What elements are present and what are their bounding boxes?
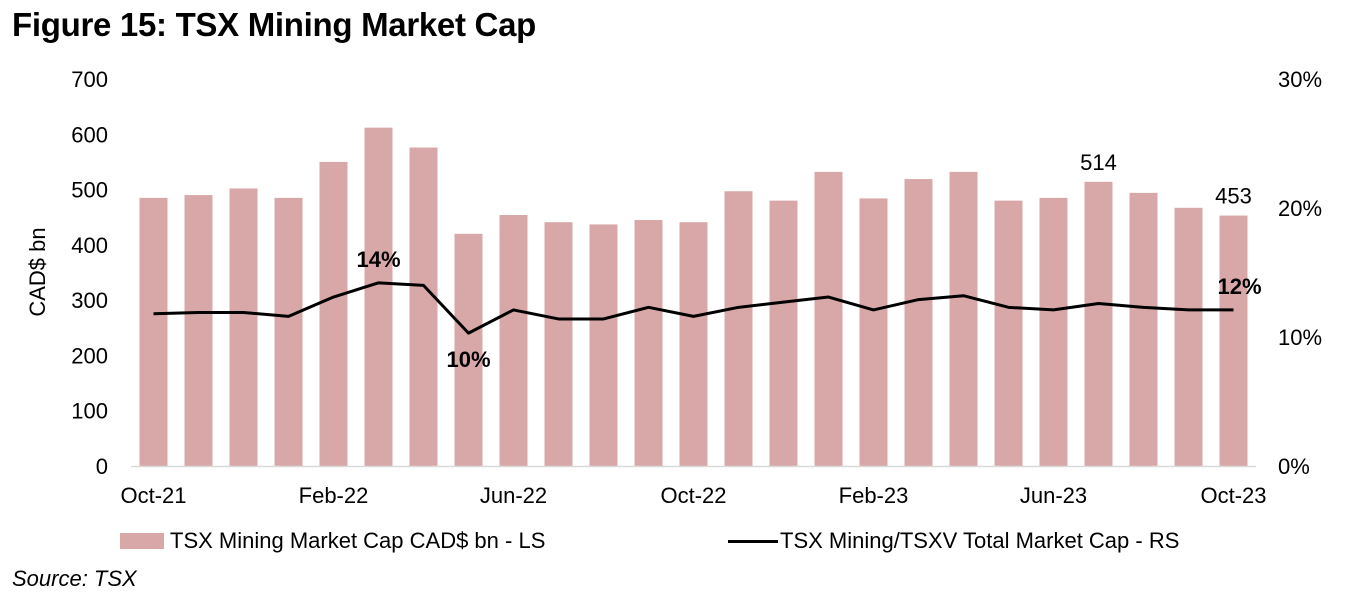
bar-series	[139, 127, 1248, 467]
y2-tick-label: 30%	[1278, 67, 1322, 92]
y-axis-label: CAD$ bn	[25, 227, 50, 316]
data-label: 453	[1215, 184, 1252, 209]
bar-Jul-23	[1084, 181, 1113, 466]
x-tick-label: Oct-21	[120, 483, 186, 508]
y2-tick-label: 10%	[1278, 325, 1322, 350]
y-tick-label: 0	[96, 454, 108, 479]
y-axis-ticks: 0 100 200 300 400 500 600 700	[71, 67, 108, 479]
bar-May-23	[994, 200, 1023, 466]
y2-tick-label: 0%	[1278, 454, 1310, 479]
bar-Oct-22	[679, 222, 708, 466]
x-tick-label: Feb-23	[839, 483, 909, 508]
bar-Oct-23	[1219, 215, 1248, 466]
data-label: 14%	[356, 247, 400, 272]
line-series	[153, 281, 1234, 335]
bar-Jun-22	[499, 215, 528, 466]
y-tick-label: 600	[71, 122, 108, 147]
source-note: Source: TSX	[12, 566, 137, 591]
y-tick-label: 400	[71, 233, 108, 258]
bar-Sep-23	[1174, 207, 1203, 466]
bar-Mar-23	[904, 179, 933, 466]
bar-Nov-22	[724, 191, 753, 467]
legend-item-line: TSX Mining/TSXV Total Market Cap - RS	[728, 528, 1179, 554]
bar-Apr-23	[949, 171, 978, 466]
data-label: 514	[1080, 150, 1117, 175]
y2-axis-ticks: 0% 10% 20% 30%	[1278, 67, 1322, 479]
data-label: 12%	[1217, 274, 1261, 299]
bar-Aug-22	[589, 224, 618, 466]
legend-swatch-bar	[120, 533, 164, 549]
x-tick-label: Jun-22	[480, 483, 547, 508]
x-tick-label: Oct-23	[1200, 483, 1266, 508]
bar-Nov-21	[184, 195, 213, 466]
figure-title: Figure 15: TSX Mining Market Cap	[12, 6, 536, 43]
bar-Dec-22	[769, 200, 798, 466]
bar-Mar-22	[364, 127, 393, 466]
bar-May-22	[454, 233, 483, 466]
y-tick-label: 100	[71, 399, 108, 424]
legend-label-bar: TSX Mining Market Cap CAD$ bn - LS	[170, 528, 546, 553]
x-axis-ticks: Oct-21 Feb-22 Jun-22 Oct-22 Feb-23 Jun-23 Oct-…	[120, 483, 1266, 508]
bar-Oct-21	[139, 197, 168, 466]
x-tick-label: Jun-23	[1020, 483, 1087, 508]
bar-Jul-22	[544, 222, 573, 466]
bar-Sep-22	[634, 219, 663, 466]
data-label: 10%	[446, 347, 490, 372]
y-tick-label: 700	[71, 67, 108, 92]
bar-Feb-23	[859, 198, 888, 466]
y-tick-label: 300	[71, 288, 108, 313]
bar-Jan-22	[274, 197, 303, 466]
legend-label-line: TSX Mining/TSXV Total Market Cap - RS	[780, 528, 1180, 553]
bar-Dec-21	[229, 188, 258, 467]
y-tick-label: 200	[71, 343, 108, 368]
x-tick-label: Feb-22	[299, 483, 369, 508]
bar-Feb-22	[319, 161, 348, 466]
bar-Jan-23	[814, 171, 843, 466]
bar-Apr-22	[409, 147, 438, 466]
y2-tick-label: 20%	[1278, 196, 1322, 221]
legend-item-bar: TSX Mining Market Cap CAD$ bn - LS	[120, 528, 545, 554]
bar-Aug-23	[1129, 192, 1158, 467]
bar-Jun-23	[1039, 197, 1068, 466]
y-tick-label: 500	[71, 178, 108, 203]
legend-swatch-line	[728, 539, 778, 543]
x-tick-label: Oct-22	[660, 483, 726, 508]
annotations: 514 453 14% 10% 12%	[356, 150, 1261, 372]
